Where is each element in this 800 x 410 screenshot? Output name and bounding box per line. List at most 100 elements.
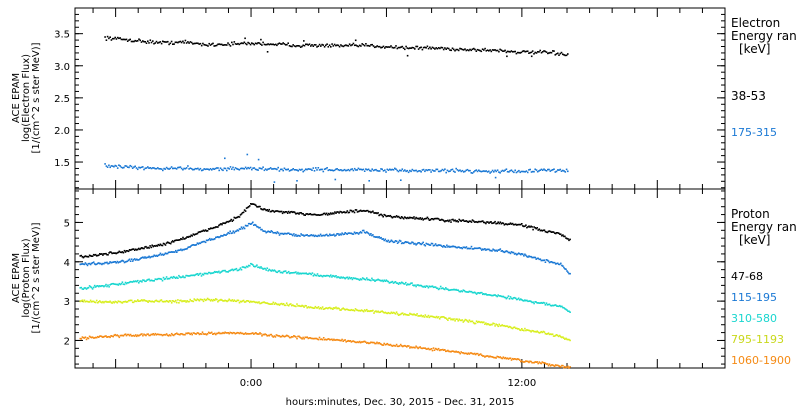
proton-data-point xyxy=(542,361,545,364)
proton-data-point xyxy=(410,282,412,285)
proton-data-point xyxy=(334,211,336,213)
proton-data-point xyxy=(127,259,130,261)
proton-data-point xyxy=(202,300,205,303)
proton-data-point xyxy=(444,288,446,291)
proton-data-point xyxy=(337,339,339,341)
electron-data-point xyxy=(207,45,209,47)
electron-data-point xyxy=(279,43,282,45)
proton-data-point xyxy=(410,313,412,315)
proton-data-point xyxy=(554,334,557,337)
proton-data-point xyxy=(325,212,328,215)
proton-data-point xyxy=(109,251,111,253)
electron-data-point xyxy=(506,170,509,173)
proton-data-point xyxy=(512,223,515,226)
proton-data-point xyxy=(147,256,149,259)
proton-data-point xyxy=(99,300,101,302)
proton-data-point xyxy=(389,312,392,315)
proton-data-point xyxy=(347,232,350,234)
electron-data-point xyxy=(409,169,411,172)
electron-data-point xyxy=(303,44,306,47)
proton-data-point xyxy=(320,338,323,340)
proton-data-point xyxy=(235,216,238,219)
proton-data-point xyxy=(569,339,571,342)
proton-data-point xyxy=(321,306,324,308)
electron-data-point xyxy=(352,169,355,172)
proton-data-point xyxy=(223,332,225,335)
proton-data-point xyxy=(243,227,246,230)
proton-data-point xyxy=(434,316,437,319)
proton-data-point xyxy=(280,232,283,235)
proton-data-point xyxy=(157,254,160,257)
electron-data-point xyxy=(481,48,484,50)
electron-data-point xyxy=(493,49,495,51)
proton-data-point xyxy=(392,311,395,314)
proton-data-point xyxy=(132,334,135,337)
proton-data-point xyxy=(358,210,361,212)
proton-data-point xyxy=(269,231,272,233)
proton-data-point xyxy=(520,329,522,332)
proton-data-point xyxy=(261,301,263,304)
proton-data-point xyxy=(208,237,211,240)
electron-data-point xyxy=(457,170,460,172)
proton-data-point xyxy=(267,210,269,212)
proton-data-point xyxy=(127,250,130,253)
electron-data-point xyxy=(184,39,187,42)
proton-data-point xyxy=(205,333,208,336)
electron-data-point xyxy=(298,45,301,47)
proton-data-point xyxy=(79,300,82,303)
proton-data-point xyxy=(464,247,467,249)
proton-data-point xyxy=(450,221,452,223)
proton-data-point xyxy=(390,281,393,283)
proton-data-point xyxy=(188,275,190,277)
proton-data-point xyxy=(387,280,390,283)
proton-data-point xyxy=(222,269,224,272)
electron-data-point xyxy=(534,168,536,171)
proton-data-point xyxy=(210,272,213,274)
proton-data-point xyxy=(190,300,192,302)
proton-data-point xyxy=(483,221,485,224)
proton-data-point xyxy=(180,248,182,251)
proton-data-point xyxy=(81,336,84,338)
proton-data-point xyxy=(114,252,116,254)
proton-data-point xyxy=(221,235,223,237)
proton-data-point xyxy=(156,278,159,281)
proton-data-point xyxy=(378,236,380,238)
proton-data-point xyxy=(436,316,439,319)
proton-data-point xyxy=(434,347,437,350)
proton-data-point xyxy=(115,262,117,264)
proton-data-point xyxy=(126,260,129,262)
electron-data-point xyxy=(183,167,185,170)
proton-data-point xyxy=(556,262,559,265)
proton-data-point xyxy=(222,331,224,334)
proton-data-point xyxy=(466,220,469,223)
proton-data-point xyxy=(562,265,564,267)
proton-data-point xyxy=(556,305,559,307)
proton-data-point xyxy=(458,351,460,354)
proton-data-point xyxy=(535,301,537,303)
proton-data-point xyxy=(546,304,549,306)
proton-data-point xyxy=(405,217,407,219)
electron-data-point xyxy=(168,168,170,170)
proton-data-point xyxy=(144,334,146,336)
proton-data-point xyxy=(192,233,195,235)
proton-data-point xyxy=(319,214,322,216)
proton-data-point xyxy=(374,342,376,345)
proton-data-point xyxy=(379,342,381,345)
proton-data-point xyxy=(332,339,334,342)
electron-data-point xyxy=(536,170,539,173)
electron-data-point xyxy=(559,52,562,55)
proton-data-point xyxy=(213,298,215,301)
proton-data-point xyxy=(476,247,479,250)
proton-data-point xyxy=(337,307,339,309)
proton-data-point xyxy=(523,329,525,332)
proton-data-point xyxy=(92,286,95,289)
proton-data-point xyxy=(130,258,133,260)
proton-data-point xyxy=(283,270,286,273)
proton-data-point xyxy=(549,365,552,367)
proton-data-point xyxy=(502,222,505,225)
proton-data-point xyxy=(423,218,426,220)
proton-data-point xyxy=(278,234,281,236)
proton-data-point xyxy=(416,284,418,286)
electron-data-point xyxy=(415,45,417,48)
proton-data-point xyxy=(482,355,484,357)
